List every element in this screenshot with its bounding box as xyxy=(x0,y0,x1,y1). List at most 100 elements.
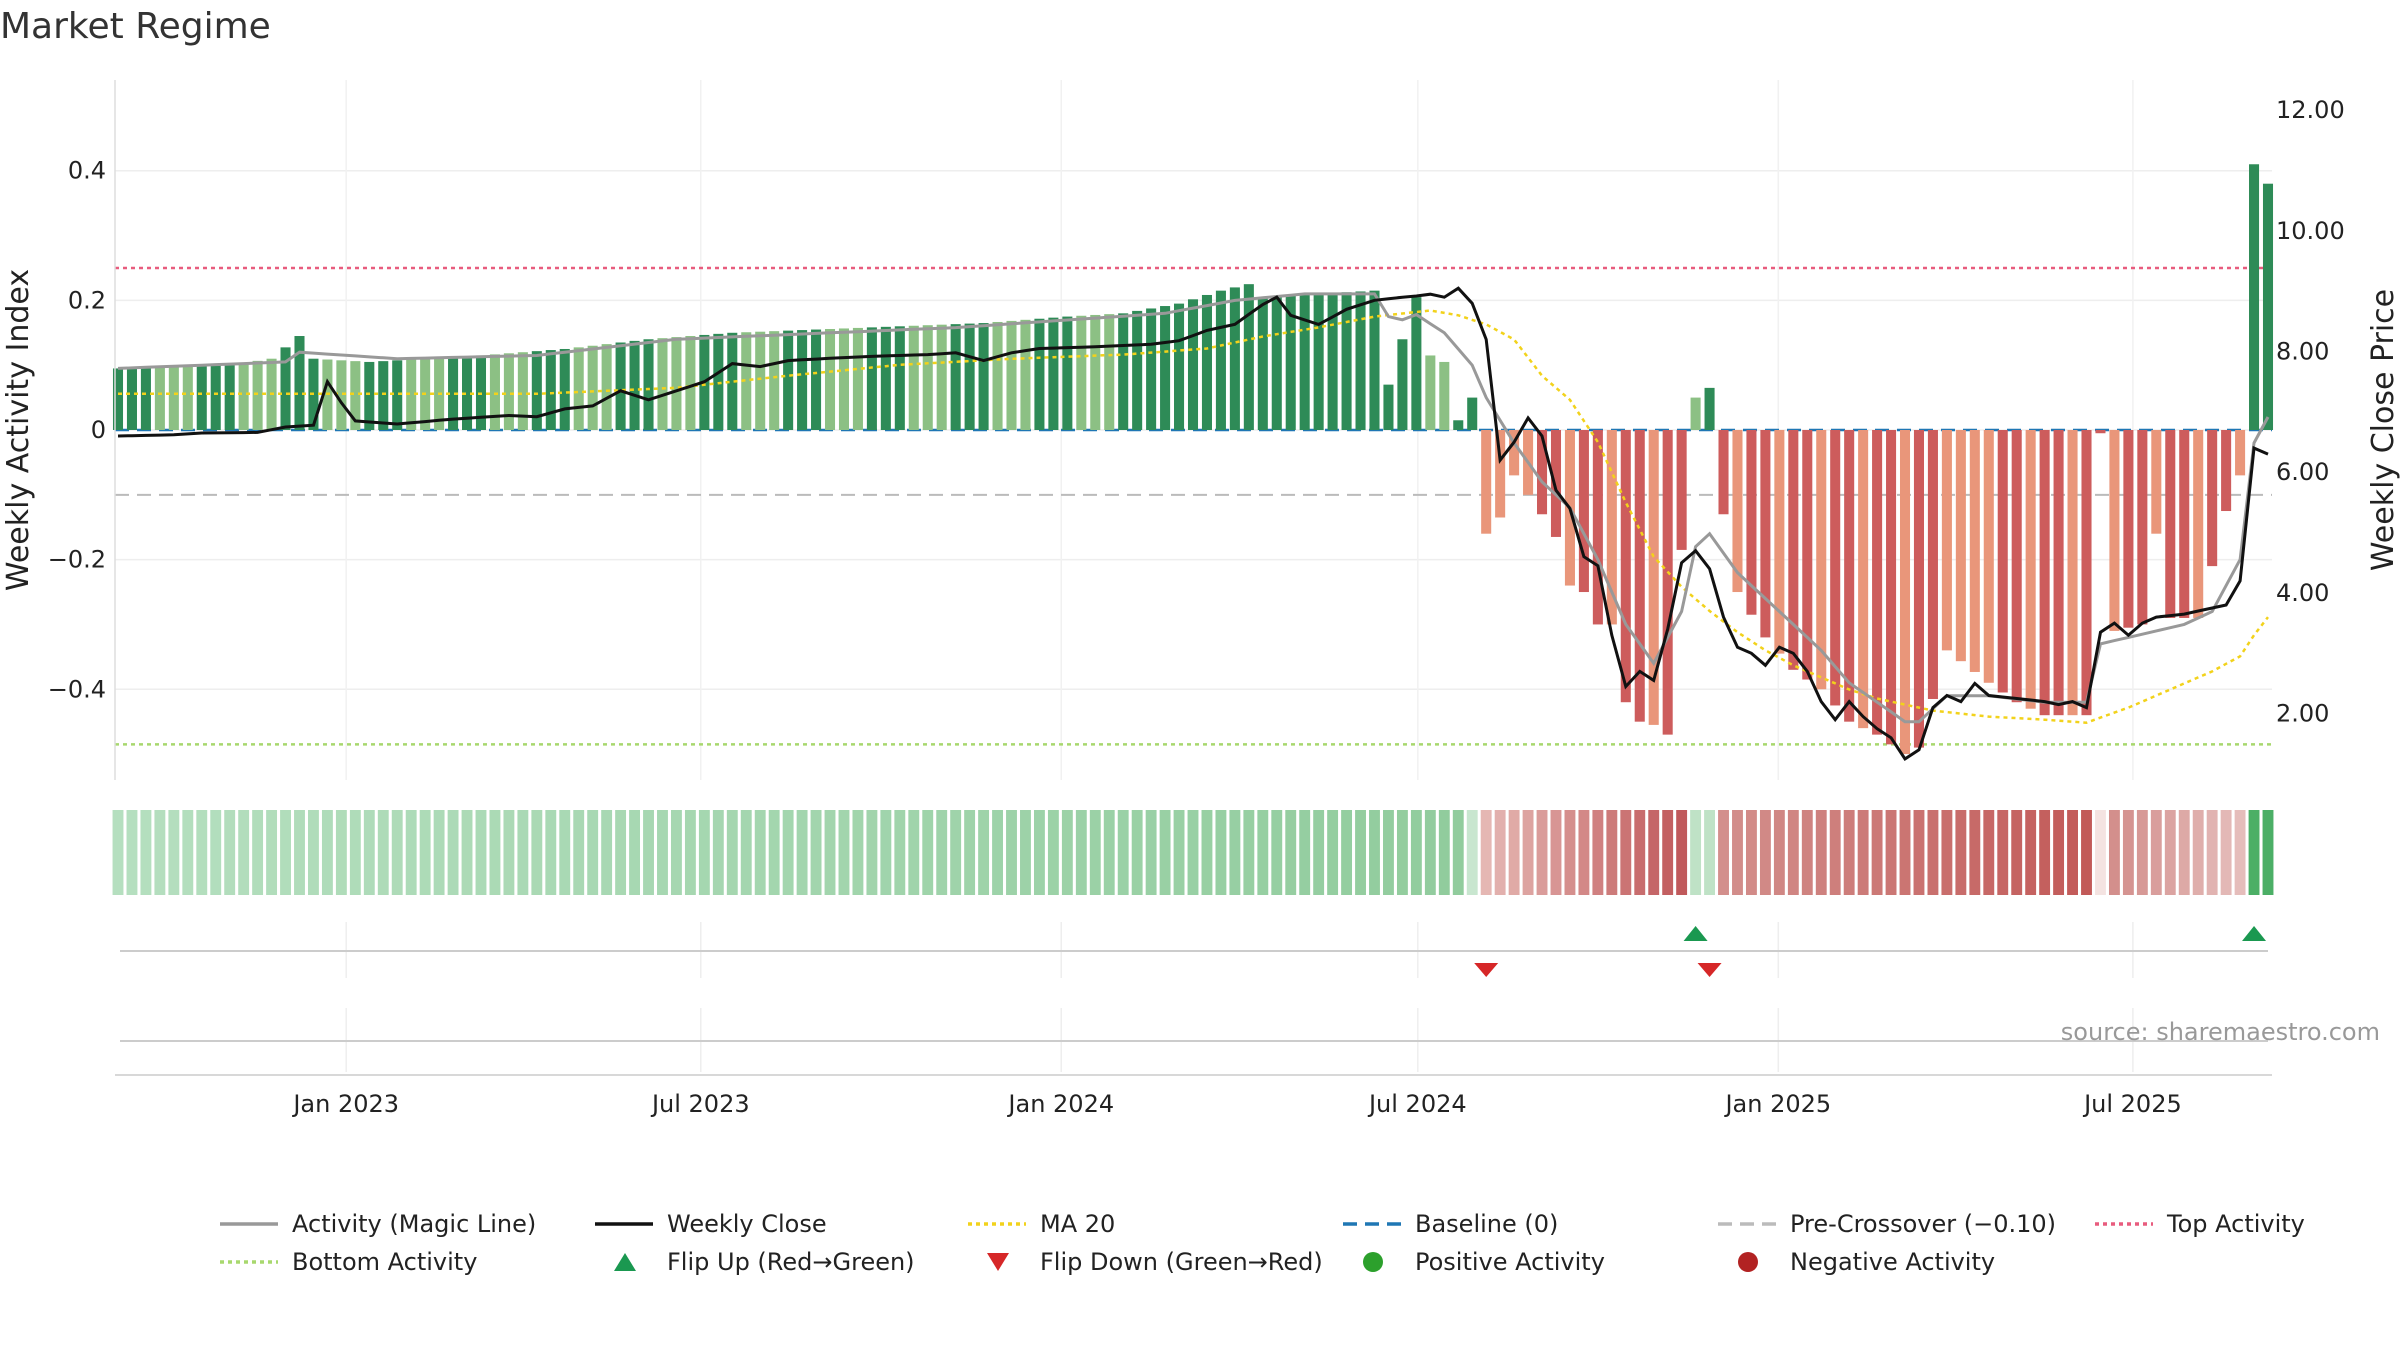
regime-cell xyxy=(712,810,724,895)
legend-item: Top Activity xyxy=(2095,1210,2305,1238)
legend: Activity (Magic Line) Weekly Close MA 20 Ba… xyxy=(220,1210,2305,1276)
regime-cell xyxy=(992,810,1003,895)
regime-cell xyxy=(1857,810,1869,895)
regime-cell xyxy=(210,810,222,895)
activity-bar xyxy=(350,361,361,430)
empty-panel xyxy=(115,1008,2272,1076)
activity-bar xyxy=(1313,293,1324,430)
activity-bar xyxy=(140,367,151,430)
regime-cell xyxy=(2262,810,2274,895)
legend-label: Activity (Magic Line) xyxy=(292,1210,536,1238)
regime-cell xyxy=(1662,810,1674,895)
legend-item: Flip Down (Green→Red) xyxy=(987,1248,1323,1276)
activity-bar xyxy=(1648,430,1659,725)
regime-cell xyxy=(489,810,501,895)
regime-cell xyxy=(363,810,375,895)
regime-cell xyxy=(796,810,808,895)
regime-cell xyxy=(2122,810,2134,895)
activity-bar xyxy=(880,326,891,430)
regime-cell xyxy=(1522,810,1534,895)
regime-cell xyxy=(266,810,278,895)
regime-cell xyxy=(321,810,333,895)
activity-bar xyxy=(1690,397,1701,430)
legend-item: MA 20 xyxy=(968,1210,1115,1238)
flip-up-marker xyxy=(2242,926,2267,941)
regime-cell xyxy=(1006,810,1017,895)
right-tick-label: 6.00 xyxy=(2276,458,2329,486)
regime-cell xyxy=(224,810,236,895)
regime-cell xyxy=(196,810,208,895)
legend-label: Positive Activity xyxy=(1415,1248,1605,1276)
activity-bar xyxy=(1634,430,1645,722)
activity-bar xyxy=(1774,430,1785,654)
regime-cell xyxy=(587,810,599,895)
activity-bar xyxy=(2137,430,2148,625)
regime-cell xyxy=(1550,810,1562,895)
regime-cell xyxy=(1103,810,1115,895)
regime-cell xyxy=(1913,810,1925,895)
regime-cell xyxy=(2206,810,2218,895)
activity-bar xyxy=(741,332,752,430)
activity-bar xyxy=(1606,430,1617,625)
right-tick-label: 10.00 xyxy=(2276,217,2345,245)
activity-bar xyxy=(1090,314,1101,430)
activity-bar xyxy=(168,366,179,430)
regime-cell xyxy=(1787,810,1799,895)
legend-label: Bottom Activity xyxy=(292,1248,477,1276)
activity-bar xyxy=(1104,314,1115,430)
regime-cell xyxy=(768,810,780,895)
activity-bar xyxy=(1983,430,1994,683)
regime-cell xyxy=(1327,810,1339,895)
activity-bars xyxy=(112,164,2274,755)
activity-bar xyxy=(671,337,682,430)
regime-cell xyxy=(1759,810,1771,895)
regime-cell xyxy=(2053,810,2065,895)
activity-bar xyxy=(769,331,780,430)
regime-cell xyxy=(391,810,403,895)
regime-cell xyxy=(419,810,431,895)
legend-item: Activity (Magic Line) xyxy=(220,1210,536,1238)
x-tick-label: Jan 2025 xyxy=(1723,1090,1831,1118)
activity-bar xyxy=(1997,430,2008,693)
regime-cell xyxy=(1620,810,1632,895)
ma20-line xyxy=(118,309,2269,724)
legend-label: Weekly Close xyxy=(667,1210,827,1238)
activity-bar xyxy=(1718,430,1729,515)
right-tick-label: 8.00 xyxy=(2276,338,2329,366)
activity-bar xyxy=(294,336,305,430)
activity-bar xyxy=(1927,430,1938,699)
legend-label: Flip Down (Green→Red) xyxy=(1040,1248,1323,1276)
regime-cell xyxy=(1648,810,1660,895)
activity-bar xyxy=(2123,430,2134,628)
activity-bar xyxy=(2067,430,2078,716)
right-axis-ticks: 12.00 10.00 8.00 6.00 4.00 2.00 xyxy=(2276,96,2345,727)
regime-cell xyxy=(1718,810,1729,895)
activity-bar xyxy=(2109,430,2120,631)
activity-bar xyxy=(252,360,263,430)
activity-bar xyxy=(1034,318,1045,430)
activity-bar xyxy=(392,360,403,430)
chart-title: Market Regime xyxy=(0,6,271,47)
regime-cell xyxy=(1564,810,1576,895)
legend-swatch xyxy=(987,1253,1009,1271)
activity-bar xyxy=(2235,430,2246,476)
regime-cell xyxy=(1410,810,1422,895)
regime-cell xyxy=(908,810,920,895)
activity-bar xyxy=(1160,306,1171,430)
regime-cell xyxy=(1396,810,1408,895)
activity-bar xyxy=(2193,430,2204,618)
activity-bar xyxy=(601,344,612,430)
activity-bar xyxy=(448,357,459,430)
regime-cell xyxy=(2248,810,2260,895)
activity-bar xyxy=(1467,397,1478,430)
regime-cell xyxy=(922,810,934,895)
activity-bar xyxy=(280,347,291,430)
regime-cell xyxy=(643,810,654,895)
x-tick-label: Jul 2024 xyxy=(1367,1090,1467,1118)
regime-cell xyxy=(698,810,710,895)
activity-bar xyxy=(1383,384,1394,430)
activity-bar xyxy=(755,331,766,430)
right-tick-label: 12.00 xyxy=(2276,96,2345,124)
regime-cell xyxy=(335,810,347,895)
